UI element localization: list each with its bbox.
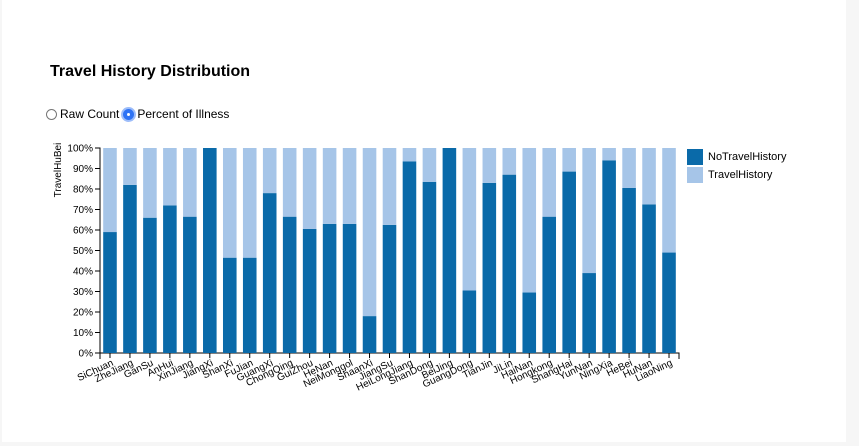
y-tick-label: 100%	[67, 144, 93, 155]
bar-segment[interactable]	[262, 148, 277, 194]
legend-swatch	[687, 167, 703, 183]
bar-segment[interactable]	[522, 148, 537, 293]
bar-segment[interactable]	[422, 181, 437, 353]
chart-title: Travel History Distribution	[50, 63, 251, 80]
bars-group	[103, 148, 676, 353]
y-tick-label: 30%	[73, 287, 93, 298]
y-tick-label: 0%	[79, 349, 94, 360]
percent-of-illness-option[interactable]: Percent of Illness	[123, 107, 229, 121]
bar-segment[interactable]	[302, 148, 317, 229]
y-tick-label: 90%	[73, 164, 93, 175]
bar-segment[interactable]	[582, 273, 596, 353]
x-axis: SiChuanZheJiangGanSuAnHuiXinJiangJiangXi…	[76, 352, 680, 394]
bar-segment[interactable]	[422, 148, 437, 182]
y-tick-label: 40%	[73, 267, 93, 278]
bar-segment[interactable]	[262, 193, 277, 353]
bar-segment[interactable]	[143, 148, 157, 218]
bar-segment[interactable]	[103, 232, 117, 353]
bar-segment[interactable]	[542, 148, 557, 217]
bar-segment[interactable]	[402, 148, 417, 162]
bar-segment[interactable]	[462, 290, 477, 353]
bar-segment[interactable]	[502, 148, 517, 175]
percent-of-illness-label: Percent of Illness	[137, 107, 230, 121]
legend-label: NoTravelHistory	[708, 151, 787, 163]
bar-segment[interactable]	[222, 257, 237, 353]
bar-segment[interactable]	[103, 148, 117, 233]
bar-segment[interactable]	[442, 148, 457, 353]
bar-segment[interactable]	[562, 148, 576, 172]
bar-segment[interactable]	[482, 182, 497, 353]
bar-segment[interactable]	[242, 148, 257, 258]
bar-segment[interactable]	[622, 187, 636, 353]
raw-count-label: Raw Count	[60, 107, 120, 121]
bar-segment[interactable]	[143, 217, 157, 353]
bar-segment[interactable]	[582, 148, 596, 274]
bar-segment[interactable]	[342, 223, 357, 353]
bar-segment[interactable]	[662, 148, 676, 253]
bar-segment[interactable]	[602, 160, 616, 353]
raw-count-option[interactable]: Raw Count	[46, 107, 119, 121]
bar-segment[interactable]	[222, 148, 237, 258]
y-tick-label: 20%	[73, 308, 93, 319]
bar-segment[interactable]	[642, 148, 656, 205]
bar-segment[interactable]	[322, 148, 337, 224]
display-mode-toggle: Raw Count Percent of Illness	[46, 107, 233, 121]
bar-segment[interactable]	[502, 174, 517, 353]
bar-segment[interactable]	[642, 204, 656, 353]
bar-segment[interactable]	[602, 148, 616, 161]
bar-segment[interactable]	[482, 148, 497, 183]
bar-segment[interactable]	[163, 205, 177, 353]
y-tick-label: 80%	[73, 185, 93, 196]
legend: NoTravelHistory TravelHistory	[687, 149, 787, 183]
bar-segment[interactable]	[402, 161, 417, 353]
legend-label: TravelHistory	[708, 169, 773, 181]
bar-segment[interactable]	[382, 224, 397, 353]
y-tick-label: 50%	[73, 246, 93, 257]
bar-segment[interactable]	[123, 184, 137, 353]
bar-segment[interactable]	[322, 223, 337, 353]
bar-segment[interactable]	[382, 148, 397, 225]
raw-count-radio[interactable]	[46, 108, 57, 120]
bar-segment[interactable]	[562, 171, 576, 353]
legend-swatch	[687, 149, 703, 165]
y-tick-label: 60%	[73, 226, 93, 237]
bar-segment[interactable]	[282, 148, 297, 217]
bar-segment[interactable]	[342, 148, 357, 224]
bar-segment[interactable]	[123, 148, 137, 185]
bar-segment[interactable]	[183, 148, 197, 217]
bar-segment[interactable]	[282, 216, 297, 353]
y-axis: 0% 10% 20% 30% 40% 50% 60% 70% 80% 90% 100%	[67, 144, 101, 360]
bar-segment[interactable]	[362, 316, 377, 353]
y-tick-label: 70%	[73, 205, 93, 216]
bar-segment[interactable]	[462, 148, 477, 291]
bar-segment[interactable]	[242, 257, 257, 353]
bar-segment[interactable]	[163, 148, 177, 206]
y-tick-label: 10%	[73, 328, 93, 339]
bar-segment[interactable]	[302, 228, 317, 353]
bar-segment[interactable]	[662, 252, 676, 353]
bar-segment[interactable]	[622, 148, 636, 188]
bar-segment[interactable]	[542, 216, 557, 353]
percent-of-illness-radio[interactable]	[123, 108, 135, 120]
bar-segment[interactable]	[522, 292, 537, 353]
bar-segment[interactable]	[183, 216, 197, 353]
bar-segment[interactable]	[203, 148, 217, 353]
bar-segment[interactable]	[362, 148, 377, 317]
y-axis-label: TravelHuBei	[53, 143, 64, 198]
